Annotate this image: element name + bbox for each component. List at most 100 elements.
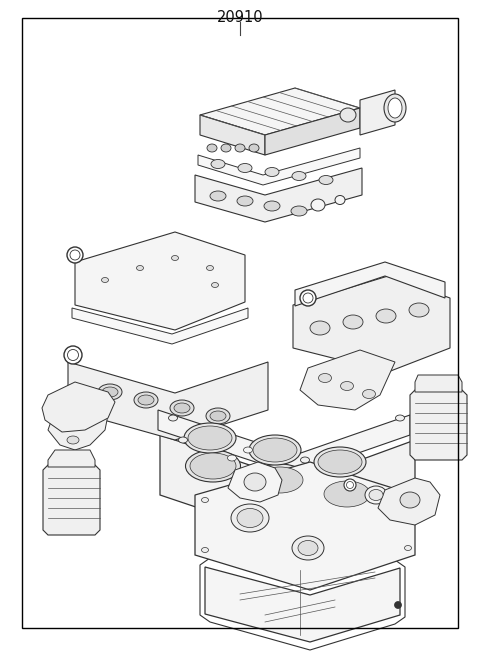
Ellipse shape xyxy=(70,250,80,260)
Ellipse shape xyxy=(211,159,225,169)
Ellipse shape xyxy=(344,479,356,491)
Ellipse shape xyxy=(318,450,362,474)
Ellipse shape xyxy=(168,415,178,421)
Text: 20910: 20910 xyxy=(216,10,264,25)
Ellipse shape xyxy=(310,321,330,335)
Ellipse shape xyxy=(384,94,406,122)
Ellipse shape xyxy=(244,473,266,491)
Ellipse shape xyxy=(210,411,226,421)
Ellipse shape xyxy=(252,464,308,496)
Ellipse shape xyxy=(102,387,118,397)
Ellipse shape xyxy=(320,478,374,510)
Polygon shape xyxy=(195,462,415,590)
Ellipse shape xyxy=(101,277,108,283)
Ellipse shape xyxy=(67,436,79,444)
Ellipse shape xyxy=(98,384,122,400)
Ellipse shape xyxy=(206,266,214,270)
Ellipse shape xyxy=(396,415,405,421)
Polygon shape xyxy=(295,262,445,306)
Ellipse shape xyxy=(300,457,310,463)
Polygon shape xyxy=(415,375,462,392)
Polygon shape xyxy=(205,567,400,642)
Ellipse shape xyxy=(67,408,79,416)
Polygon shape xyxy=(195,168,362,222)
Ellipse shape xyxy=(253,438,297,462)
Ellipse shape xyxy=(67,422,79,430)
Ellipse shape xyxy=(291,206,307,216)
Ellipse shape xyxy=(388,98,402,118)
Polygon shape xyxy=(42,382,115,432)
Ellipse shape xyxy=(292,536,324,560)
Ellipse shape xyxy=(314,447,366,477)
Ellipse shape xyxy=(324,481,370,507)
Ellipse shape xyxy=(409,303,429,317)
Ellipse shape xyxy=(237,508,263,527)
Ellipse shape xyxy=(174,403,190,413)
Polygon shape xyxy=(43,465,100,535)
Ellipse shape xyxy=(184,423,236,453)
Ellipse shape xyxy=(400,492,420,508)
Ellipse shape xyxy=(303,293,313,303)
Ellipse shape xyxy=(340,108,356,122)
Polygon shape xyxy=(293,276,450,372)
Ellipse shape xyxy=(228,455,237,461)
Ellipse shape xyxy=(64,346,82,364)
Ellipse shape xyxy=(300,290,316,306)
Ellipse shape xyxy=(376,309,396,323)
Polygon shape xyxy=(198,148,360,185)
Polygon shape xyxy=(360,90,395,135)
Ellipse shape xyxy=(179,437,188,443)
Polygon shape xyxy=(300,350,395,410)
Polygon shape xyxy=(75,232,245,330)
Ellipse shape xyxy=(221,144,231,152)
Ellipse shape xyxy=(235,144,245,152)
Ellipse shape xyxy=(136,266,144,270)
Ellipse shape xyxy=(243,447,252,453)
Ellipse shape xyxy=(335,195,345,205)
Ellipse shape xyxy=(231,504,269,532)
Ellipse shape xyxy=(292,171,306,180)
Ellipse shape xyxy=(369,489,383,501)
Ellipse shape xyxy=(210,191,226,201)
Ellipse shape xyxy=(238,163,252,173)
Ellipse shape xyxy=(311,199,325,211)
Ellipse shape xyxy=(298,541,318,556)
Ellipse shape xyxy=(257,467,303,493)
Ellipse shape xyxy=(206,408,230,424)
Ellipse shape xyxy=(395,602,401,609)
Ellipse shape xyxy=(365,486,387,504)
Ellipse shape xyxy=(202,548,208,552)
Ellipse shape xyxy=(212,283,218,287)
Ellipse shape xyxy=(319,373,332,382)
Ellipse shape xyxy=(171,255,179,260)
Ellipse shape xyxy=(185,450,240,482)
Polygon shape xyxy=(48,395,110,450)
Ellipse shape xyxy=(405,546,411,550)
Ellipse shape xyxy=(202,497,208,502)
Ellipse shape xyxy=(190,453,236,479)
Ellipse shape xyxy=(264,201,280,211)
Ellipse shape xyxy=(249,144,259,152)
Polygon shape xyxy=(200,115,265,155)
Ellipse shape xyxy=(249,435,301,465)
Ellipse shape xyxy=(138,395,154,405)
Polygon shape xyxy=(160,435,415,542)
Ellipse shape xyxy=(405,495,411,501)
Ellipse shape xyxy=(170,400,194,416)
Polygon shape xyxy=(48,450,95,467)
Polygon shape xyxy=(200,88,360,135)
Ellipse shape xyxy=(362,390,375,398)
Ellipse shape xyxy=(340,382,353,390)
Ellipse shape xyxy=(134,392,158,408)
Ellipse shape xyxy=(207,144,217,152)
Polygon shape xyxy=(72,308,248,344)
Ellipse shape xyxy=(188,426,232,450)
Ellipse shape xyxy=(343,315,363,329)
Polygon shape xyxy=(265,108,360,155)
Polygon shape xyxy=(228,462,282,502)
Ellipse shape xyxy=(67,247,83,263)
Polygon shape xyxy=(410,390,467,460)
Ellipse shape xyxy=(68,350,79,361)
Polygon shape xyxy=(158,410,410,475)
Ellipse shape xyxy=(265,167,279,176)
